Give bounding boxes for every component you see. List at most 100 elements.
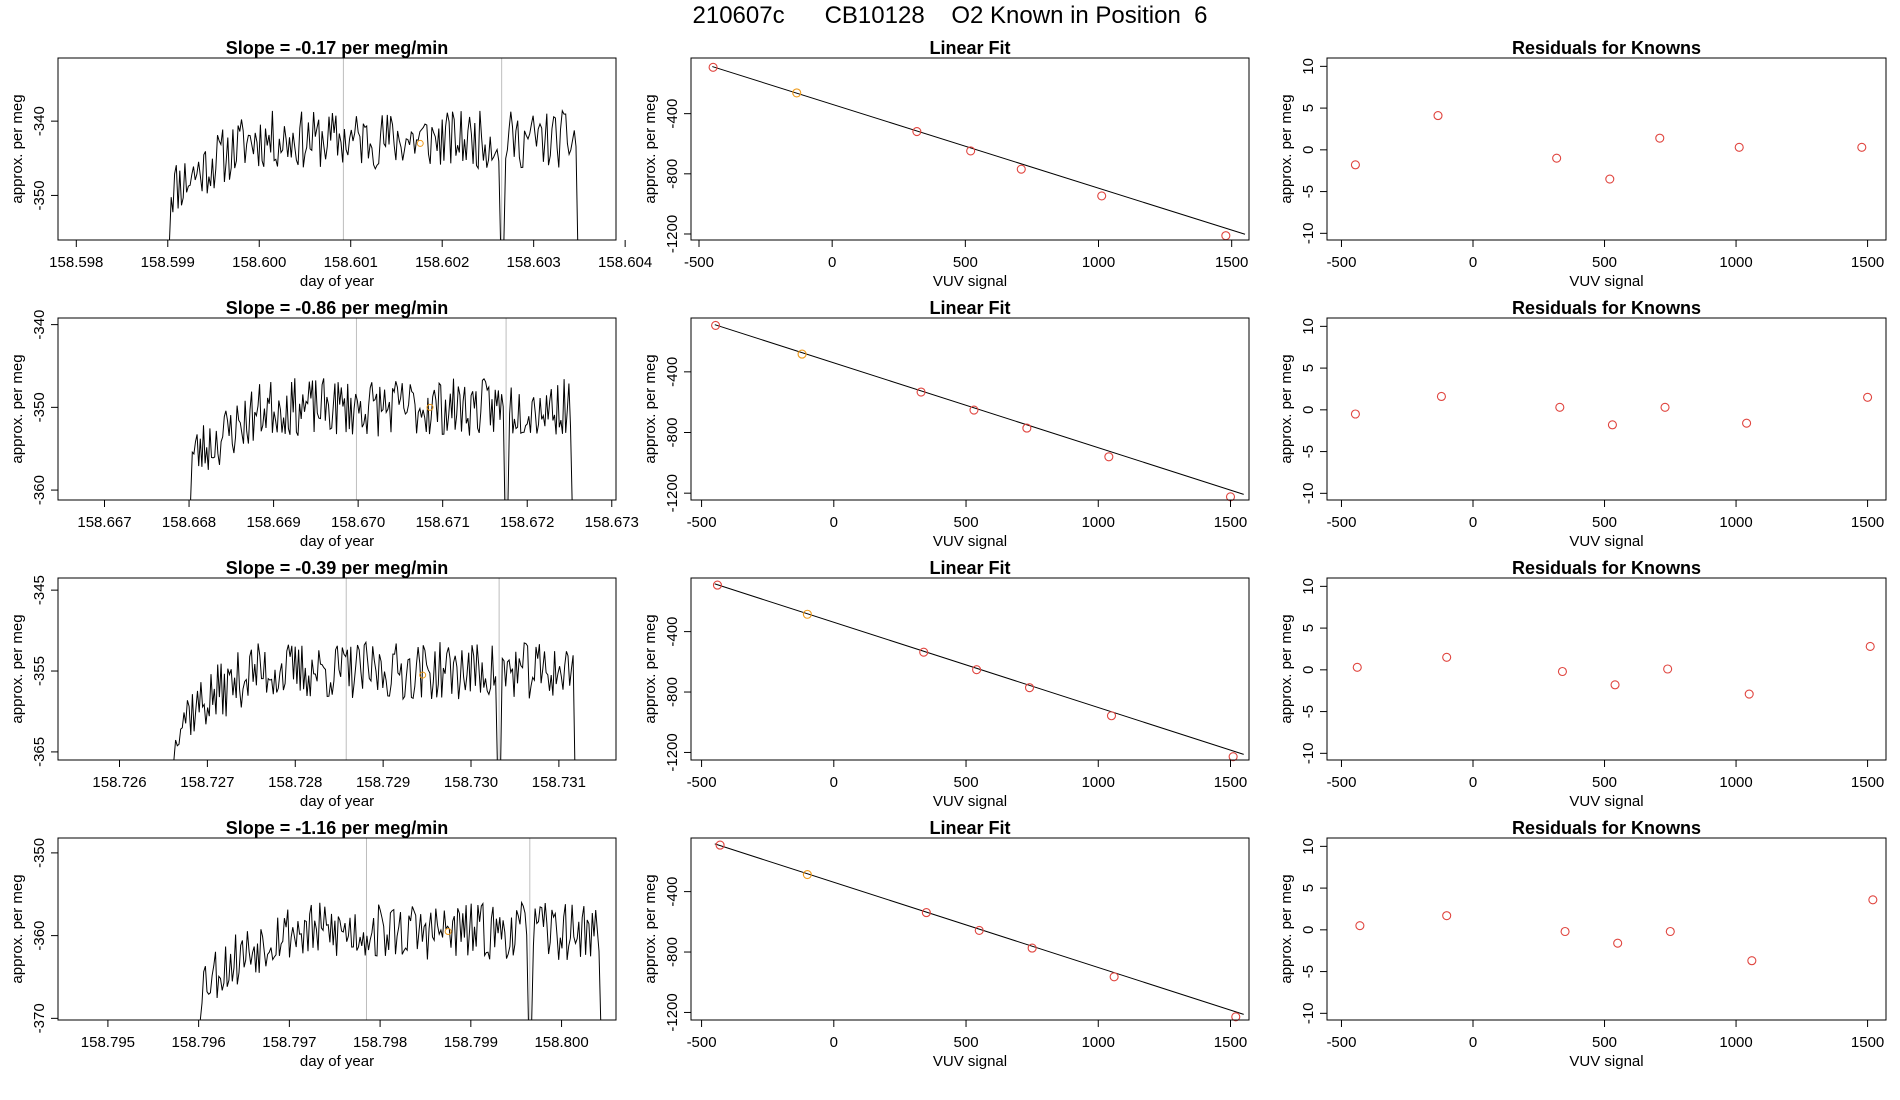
data-point xyxy=(1655,133,1665,143)
x-tick-label: 1500 xyxy=(1851,254,1884,271)
x-tick-label: 500 xyxy=(954,774,979,791)
data-point xyxy=(1863,392,1873,402)
fit-line xyxy=(714,583,1244,755)
x-tick-label: -500 xyxy=(687,514,717,531)
data-point xyxy=(1442,652,1452,662)
y-tick-label: -1200 xyxy=(664,733,681,771)
y-axis-label: approx. per meg xyxy=(9,94,26,203)
y-axis-label: approx. per meg xyxy=(642,94,659,203)
data-point xyxy=(1555,402,1565,412)
panel-title: Residuals for Knowns xyxy=(1512,38,1701,58)
x-tick-label: 0 xyxy=(1469,1034,1477,1051)
x-tick-label: 1000 xyxy=(1719,254,1752,271)
data-point xyxy=(1221,231,1231,241)
panel-title: Slope = -0.86 per meg/min xyxy=(226,298,449,318)
x-tick-label: 158.602 xyxy=(415,254,469,271)
x-tick-label: 500 xyxy=(1592,514,1617,531)
plot-frame xyxy=(1326,577,1887,761)
x-tick-label: 158.671 xyxy=(416,514,470,531)
x-tick-label: 1500 xyxy=(1851,774,1884,791)
x-tick-label: 158.672 xyxy=(500,514,554,531)
data-point xyxy=(1106,711,1117,721)
y-tick-label: 5 xyxy=(1300,624,1317,632)
x-tick-label: 1500 xyxy=(1851,514,1884,531)
y-tick-label: 5 xyxy=(1300,884,1317,892)
y-tick-label: -350 xyxy=(31,180,48,210)
y-tick-label: 10 xyxy=(1300,578,1317,595)
data-point xyxy=(1024,683,1035,693)
data-point xyxy=(1665,926,1675,937)
x-tick-label: 1000 xyxy=(1719,774,1752,791)
x-tick-label: 0 xyxy=(830,1034,838,1051)
panel-1-3: -500 0 500 1000 1500 10 5 0 -5 -10 Residuals for K… xyxy=(1278,38,1887,290)
data-point xyxy=(916,387,926,397)
x-tick-label: 1500 xyxy=(1214,774,1247,791)
y-tick-label: -345 xyxy=(31,575,48,605)
x-tick-label: 158.604 xyxy=(598,254,652,271)
x-tick-label: -500 xyxy=(1326,1034,1356,1051)
x-tick-label: -500 xyxy=(684,254,714,271)
x-tick-label: 158.599 xyxy=(141,254,195,271)
x-tick-label: 158.730 xyxy=(444,774,498,791)
data-point xyxy=(1868,895,1878,905)
x-axis-label: day of year xyxy=(300,793,374,810)
x-tick-label: 0 xyxy=(1469,774,1477,791)
y-tick-label: -10 xyxy=(1300,482,1317,504)
y-tick-label: -360 xyxy=(31,921,48,951)
panel-3-3: -500 0 500 1000 1500 10 5 0 -5 -10 Residuals for K… xyxy=(1278,558,1887,810)
data-point xyxy=(1350,409,1360,419)
plot-frame xyxy=(1326,57,1887,241)
x-axis-label: VUV signal xyxy=(1569,273,1643,290)
x-tick-label: 158.799 xyxy=(444,1034,498,1051)
y-tick-label: -400 xyxy=(664,617,681,647)
data-point xyxy=(1109,972,1119,982)
x-tick-label: 1000 xyxy=(1719,514,1752,531)
data-point xyxy=(1022,423,1032,433)
data-point xyxy=(1027,943,1037,953)
x-tick-label: 158.600 xyxy=(232,254,286,271)
y-tick-label: -1200 xyxy=(664,474,681,512)
y-tick-label: -360 xyxy=(31,475,48,505)
highlight-point xyxy=(797,349,807,359)
y-tick-label: -5 xyxy=(1300,445,1317,458)
data-point xyxy=(715,840,725,850)
x-axis-label: VUV signal xyxy=(933,273,1007,290)
plot-frame xyxy=(690,577,1250,761)
x-axis-label: VUV signal xyxy=(1569,793,1643,810)
data-point xyxy=(921,908,931,918)
x-tick-label: 500 xyxy=(953,254,978,271)
data-point xyxy=(1742,418,1752,428)
y-axis-label: approx. per meg xyxy=(642,354,659,463)
y-tick-label: -400 xyxy=(664,357,681,387)
x-tick-label: 0 xyxy=(830,774,838,791)
data-trace xyxy=(198,900,603,1021)
data-point xyxy=(1865,641,1875,652)
data-point xyxy=(966,146,976,156)
data-trace xyxy=(167,109,580,241)
y-tick-label: -370 xyxy=(31,1003,48,1033)
highlight-point xyxy=(792,88,802,98)
y-tick-label: -400 xyxy=(664,877,681,907)
x-tick-label: -500 xyxy=(1326,254,1356,271)
data-point xyxy=(711,320,721,330)
x-tick-label: 1500 xyxy=(1851,1034,1884,1051)
x-tick-label: 158.601 xyxy=(324,254,378,271)
y-tick-label: -5 xyxy=(1300,965,1317,978)
x-tick-label: 158.728 xyxy=(268,774,322,791)
y-tick-label: -10 xyxy=(1300,222,1317,244)
panel-title: Residuals for Knowns xyxy=(1512,818,1701,838)
data-point xyxy=(919,647,929,657)
plot-frame xyxy=(1326,837,1887,1021)
x-tick-label: 158.731 xyxy=(532,774,586,791)
y-axis-label: approx. per meg xyxy=(9,874,26,983)
data-point xyxy=(1231,1012,1241,1022)
data-point xyxy=(972,665,982,675)
y-axis-label: approx. per meg xyxy=(1278,94,1295,203)
y-tick-label: -800 xyxy=(664,937,681,967)
marker-point xyxy=(419,671,427,679)
fit-line xyxy=(714,324,1244,495)
y-tick-label: 0 xyxy=(1300,146,1317,154)
x-tick-label: 1000 xyxy=(1719,1034,1752,1051)
panel-1-2: -500 0 500 1000 1500 -400 -800 -1200 Linear Fit V… xyxy=(642,38,1250,290)
data-point xyxy=(1660,402,1670,412)
